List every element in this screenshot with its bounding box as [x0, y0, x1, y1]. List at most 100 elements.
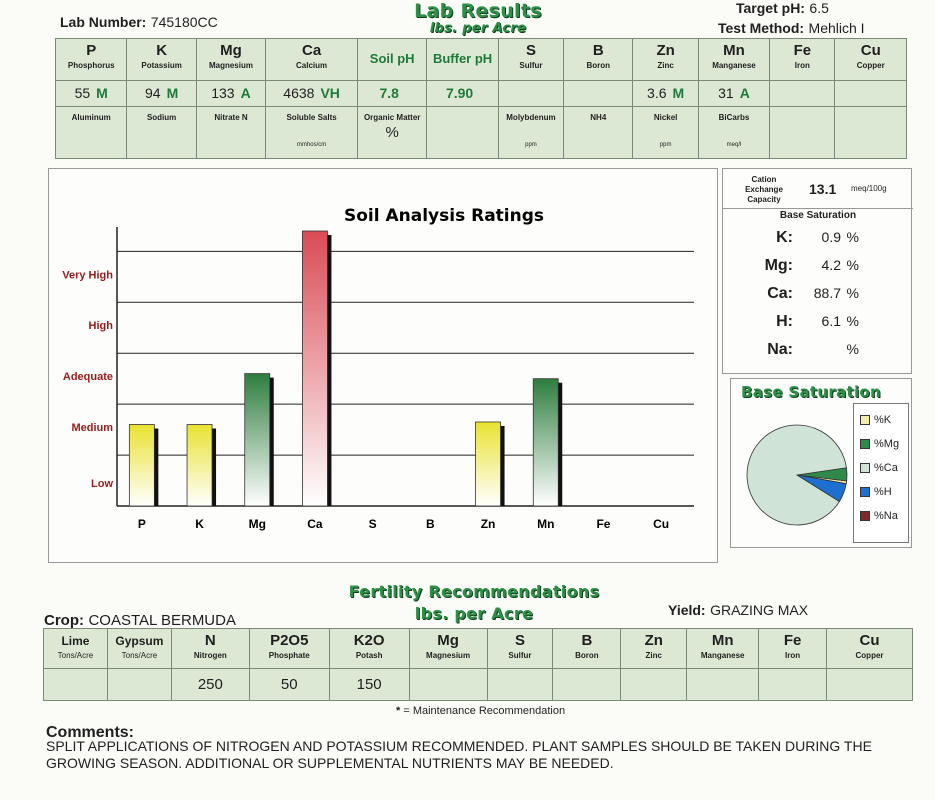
- base-saturation-panel: Cation Exchange Capacity 13.1 meq/100g B…: [722, 168, 913, 374]
- base-saturation-heading: Base Saturation: [779, 210, 857, 221]
- bs-percent: %: [846, 285, 859, 301]
- nutrient-symbol: S: [525, 42, 536, 59]
- nutrient-value: 55: [74, 84, 91, 101]
- other-test-name: BiCarbs: [718, 113, 750, 122]
- nutrient-header-2: Mg Magnesium: [195, 38, 267, 81]
- legend-swatch: [860, 415, 870, 425]
- test-method-value: Mehlich I: [808, 20, 865, 36]
- other-test-cell: Organic Matter%: [356, 106, 428, 159]
- fertility-name: Tons/Acre: [121, 651, 158, 660]
- x-tick-label: Mg: [249, 517, 266, 531]
- other-test-cell: BiCarbs meq/l: [697, 106, 771, 159]
- nutrient-value-cell: 31 A: [697, 80, 771, 107]
- fertility-header-6: S Sulfur: [486, 628, 554, 669]
- nutrient-rating: VH: [320, 84, 340, 101]
- nutrient-value-cell: 94 M: [126, 80, 197, 107]
- nutrient-header-0: P Phosphorus: [54, 38, 128, 81]
- fertility-header-0: Lime Tons/Acre: [43, 628, 108, 669]
- nutrient-name: Potassium: [141, 61, 182, 70]
- bar-P: [128, 424, 155, 507]
- fertility-value-cell: [758, 668, 828, 701]
- x-tick-label: Cu: [653, 517, 669, 531]
- test-method: Test Method: Mehlich I: [718, 20, 865, 38]
- other-test-name: NH4: [590, 113, 607, 122]
- bs-percent: %: [846, 257, 859, 273]
- other-test-name: Organic Matter: [363, 113, 421, 122]
- fertility-header-5: Mg Magnesium: [408, 628, 488, 669]
- x-tick-label: K: [195, 517, 204, 531]
- base-saturation-pie-panel: Base Saturation %K %Mg %Ca %H %Na: [730, 378, 912, 548]
- other-test-name: Sodium: [146, 113, 177, 122]
- lab-number-label: Lab Number:: [60, 14, 147, 30]
- bs-label: H:: [776, 313, 793, 330]
- bar-Mn: [532, 378, 559, 507]
- base-saturation-pie-chart: [746, 424, 848, 526]
- fertility-value-cell: 50: [248, 668, 330, 701]
- pie-legend: %K %Mg %Ca %H %Na: [853, 403, 909, 543]
- nutrient-value-cell: [497, 80, 565, 107]
- soil-analysis-bar-chart: Soil Analysis Ratings Low Medium Adequate Hi…: [62, 206, 694, 531]
- fertility-name: Sulfur: [508, 651, 532, 660]
- nutrient-header-11: Cu Copper: [834, 38, 907, 81]
- fertility-name: Iron: [785, 651, 801, 660]
- y-level-label: Low: [91, 478, 113, 490]
- nutrient-header-7: B Boron: [563, 38, 634, 81]
- nutrient-header-9: Mn Manganese: [697, 38, 771, 81]
- other-test-value: [499, 124, 563, 142]
- other-test-cell: Sodium: [126, 106, 197, 159]
- x-tick-label: Fe: [596, 517, 610, 531]
- nutrient-symbol: Mg: [220, 42, 242, 59]
- nutrient-name: Zinc: [657, 61, 674, 70]
- fertility-symbol: K2O: [353, 632, 385, 649]
- nutrient-symbol: Fe: [793, 42, 812, 59]
- bs-value: 88.7: [813, 285, 841, 301]
- other-test-cell: Nickel ppm: [632, 106, 699, 159]
- legend-label: %Na: [874, 510, 898, 522]
- fertility-header-7: B Boron: [552, 628, 622, 669]
- fertility-table: Lime Tons/Acre Gypsum Tons/Acre N Nitrogen P2O…: [43, 628, 913, 701]
- maintenance-text: = Maintenance Recommendation: [403, 705, 566, 717]
- yield: Yield: GRAZING MAX: [668, 602, 808, 620]
- y-level-label: Adequate: [63, 371, 113, 383]
- other-test-value: [835, 113, 906, 131]
- nutrient-rating: A: [739, 84, 750, 101]
- chart-title: Soil Analysis Ratings: [344, 206, 544, 226]
- bs-label: Ca:: [767, 285, 793, 302]
- other-test-cell: Aluminum: [54, 106, 128, 159]
- nutrient-value: 4638: [283, 84, 315, 101]
- x-tick-label: P: [138, 517, 146, 531]
- bar-Mg: [244, 373, 271, 507]
- other-test-name: Nitrate N: [214, 113, 248, 122]
- other-test-cell: Soluble Salts mmhos/cm: [265, 106, 358, 159]
- nutrient-name: Phosphorus: [67, 61, 115, 70]
- bs-percent: %: [846, 341, 859, 357]
- other-test-value: [56, 124, 126, 142]
- nutrient-value: 7.90: [445, 84, 474, 101]
- fertility-name: Manganese: [700, 651, 745, 660]
- nutrient-symbol: B: [592, 42, 604, 59]
- fertility-header-1: Gypsum Tons/Acre: [106, 628, 172, 669]
- other-test-cell: NH4: [563, 106, 634, 159]
- bs-label: Mg:: [764, 257, 793, 274]
- legend-label: %Ca: [874, 462, 898, 474]
- fertility-value-cell: [43, 668, 108, 701]
- x-tick-label: Zn: [481, 517, 496, 531]
- soil-analysis-chart-panel: Soil Analysis Ratings Low Medium Adequate Hi…: [48, 168, 718, 563]
- fertility-symbol: B: [581, 632, 593, 649]
- fertility-value-cell: [106, 668, 172, 701]
- fertility-value-cell: [620, 668, 688, 701]
- other-test-cell: [769, 106, 836, 159]
- pie-title: Base Saturation: [741, 383, 881, 401]
- other-test-unit: ppm: [525, 142, 537, 148]
- other-test-cell: [834, 106, 907, 159]
- other-test-unit: mmhos/cm: [296, 142, 327, 148]
- divider: [723, 208, 913, 209]
- yield-value: GRAZING MAX: [710, 602, 809, 618]
- nutrient-symbol: Soil pH: [369, 51, 415, 66]
- nutrient-rating: M: [96, 84, 108, 101]
- legend-label: %Mg: [874, 438, 900, 450]
- nutrient-value-cell: 133 A: [195, 80, 267, 107]
- comments-text: SPLIT APPLICATIONS OF NITROGEN AND POTAS…: [46, 738, 872, 771]
- bs-value: 6.1: [821, 313, 841, 329]
- nutrient-value-cell: [769, 80, 836, 107]
